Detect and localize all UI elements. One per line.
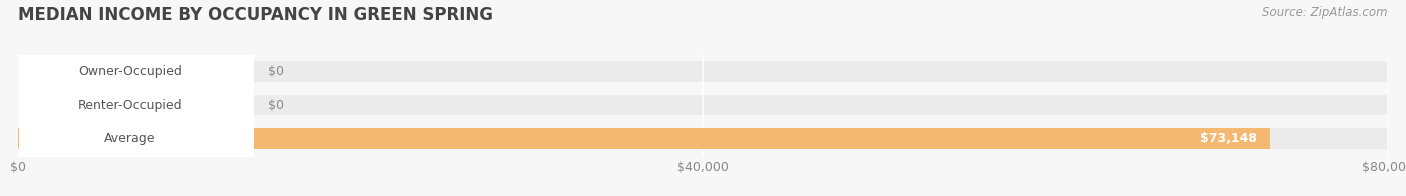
FancyBboxPatch shape [20, 0, 253, 196]
Text: $73,148: $73,148 [1199, 132, 1257, 145]
Text: $0: $0 [269, 99, 284, 112]
Text: Renter-Occupied: Renter-Occupied [77, 99, 181, 112]
Bar [18, 128, 1388, 149]
Bar [18, 95, 1388, 115]
Text: Owner-Occupied: Owner-Occupied [77, 65, 181, 78]
Text: Source: ZipAtlas.com: Source: ZipAtlas.com [1263, 6, 1388, 19]
Bar [18, 128, 1271, 149]
FancyBboxPatch shape [20, 0, 253, 196]
Bar [18, 61, 1388, 82]
Text: MEDIAN INCOME BY OCCUPANCY IN GREEN SPRING: MEDIAN INCOME BY OCCUPANCY IN GREEN SPRI… [18, 6, 494, 24]
Text: $0: $0 [269, 65, 284, 78]
FancyBboxPatch shape [20, 0, 253, 196]
Text: Average: Average [104, 132, 156, 145]
